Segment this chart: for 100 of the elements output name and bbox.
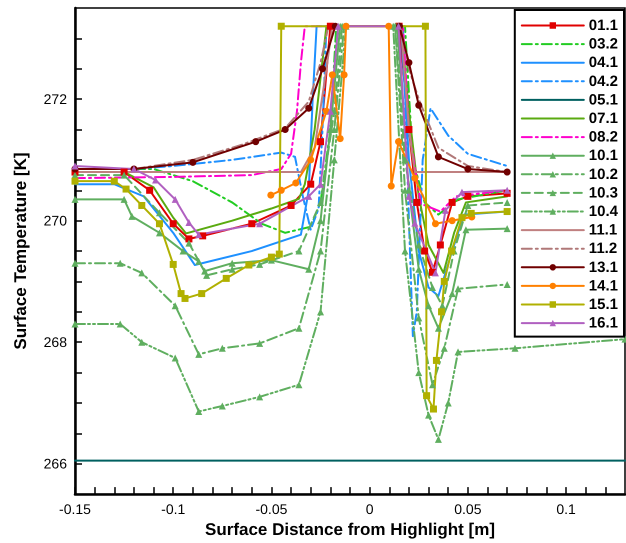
point: [340, 71, 348, 78]
point: [218, 344, 226, 352]
legend-label: 15.1: [588, 296, 618, 313]
point: [305, 266, 312, 273]
point: [256, 340, 264, 347]
point: [276, 250, 283, 258]
point: [405, 192, 412, 200]
point: [146, 186, 154, 194]
legend-label: 10.4: [588, 203, 619, 220]
point: [116, 260, 124, 267]
point: [252, 138, 260, 146]
point: [440, 344, 448, 352]
point: [267, 192, 274, 199]
point: [307, 156, 314, 164]
point: [170, 220, 177, 228]
point: [448, 248, 456, 255]
legend-label: 07.1: [588, 110, 618, 127]
point: [182, 294, 188, 302]
point: [256, 220, 264, 228]
point: [454, 285, 462, 292]
point: [268, 254, 275, 261]
point: [185, 240, 192, 247]
legend-label: 05.1: [588, 91, 618, 108]
point: [317, 248, 324, 255]
point: [319, 65, 326, 72]
point: [464, 202, 472, 209]
point: [411, 174, 418, 182]
point: [185, 218, 192, 226]
point: [422, 22, 429, 30]
point: [434, 324, 442, 332]
point: [421, 248, 428, 255]
point: [415, 102, 422, 109]
point: [228, 260, 236, 267]
point: [504, 198, 511, 206]
point: [195, 350, 202, 358]
y-tick-label: 270: [44, 212, 68, 229]
point: [434, 153, 442, 160]
legend-label: 11.1: [588, 222, 618, 239]
point: [336, 135, 344, 142]
point: [72, 178, 78, 185]
point: [388, 182, 395, 190]
point: [448, 198, 456, 206]
point: [156, 220, 163, 228]
point: [305, 104, 312, 112]
legend-label: 10.2: [588, 166, 618, 183]
point: [458, 188, 466, 196]
point: [442, 206, 449, 214]
point: [288, 202, 295, 209]
point: [448, 217, 456, 224]
point: [402, 248, 408, 255]
y-tick-label: 268: [44, 334, 68, 350]
point: [330, 156, 338, 164]
y-tick-label: 266: [44, 456, 68, 472]
point: [395, 138, 402, 146]
point: [128, 212, 136, 220]
point: [256, 260, 264, 268]
point: [195, 408, 202, 415]
point: [385, 22, 392, 30]
legend-label: 04.2: [588, 72, 618, 90]
point: [425, 302, 432, 310]
point: [305, 192, 312, 200]
point: [245, 262, 252, 269]
x-tick-label: -0.05: [255, 501, 288, 518]
point: [326, 108, 334, 115]
point: [198, 290, 206, 298]
point: [122, 186, 130, 193]
point: [504, 168, 511, 176]
point: [444, 399, 452, 406]
legend-label: 14.1: [588, 277, 618, 294]
point: [185, 235, 192, 242]
point: [438, 308, 446, 316]
point: [458, 214, 466, 222]
point: [172, 196, 179, 203]
point: [72, 320, 78, 328]
legend-label: 03.2: [588, 36, 618, 53]
y-tick-label: 272: [44, 91, 68, 108]
legend-label: 10.3: [588, 184, 618, 202]
point: [468, 210, 475, 217]
point: [170, 260, 177, 268]
point: [172, 354, 179, 362]
point: [432, 356, 440, 364]
point: [405, 126, 412, 134]
point: [72, 260, 78, 267]
legend-label: 01.1: [588, 17, 618, 34]
point: [462, 226, 470, 234]
point: [405, 59, 412, 66]
point: [256, 393, 264, 400]
point: [402, 156, 408, 164]
point: [116, 320, 124, 328]
point: [413, 198, 420, 206]
point: [278, 22, 285, 30]
point: [218, 402, 226, 410]
point: [138, 202, 146, 209]
point: [504, 280, 511, 288]
point: [415, 266, 422, 273]
point: [512, 344, 518, 352]
point: [328, 71, 336, 78]
point: [504, 225, 511, 232]
point: [307, 180, 314, 188]
point: [504, 186, 511, 194]
